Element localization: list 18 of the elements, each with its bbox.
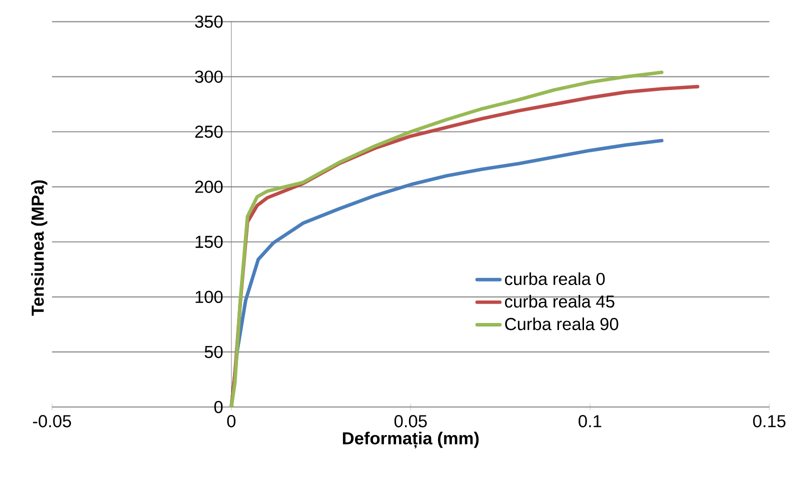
y-tick-label: 0 <box>214 400 223 414</box>
y-tick-label: 150 <box>196 236 223 248</box>
legend-label: curba reala 45 <box>505 294 614 308</box>
y-tick-label: 350 <box>195 16 223 28</box>
y-axis-title: Tensiunea (MPa) <box>31 180 48 316</box>
legend-label: Curba reala 90 <box>505 317 618 330</box>
y-tick-label: 300 <box>195 70 223 83</box>
y-tick-label: 250 <box>195 126 223 138</box>
x-tick-label: 0.05 <box>394 415 427 428</box>
y-tick-label: 100 <box>196 290 223 304</box>
y-tick-label: 200 <box>195 180 223 193</box>
x-tick-label: 0.15 <box>753 415 786 428</box>
y-tick-label: 50 <box>204 346 223 358</box>
legend-label: curba reala 0 <box>505 272 605 286</box>
x-tick-label: 0.1 <box>578 415 602 428</box>
x-axis-title: Deformația (mm) <box>342 432 479 448</box>
x-tick-label: -0.05 <box>33 415 72 428</box>
x-tick-label: 0 <box>227 415 236 428</box>
